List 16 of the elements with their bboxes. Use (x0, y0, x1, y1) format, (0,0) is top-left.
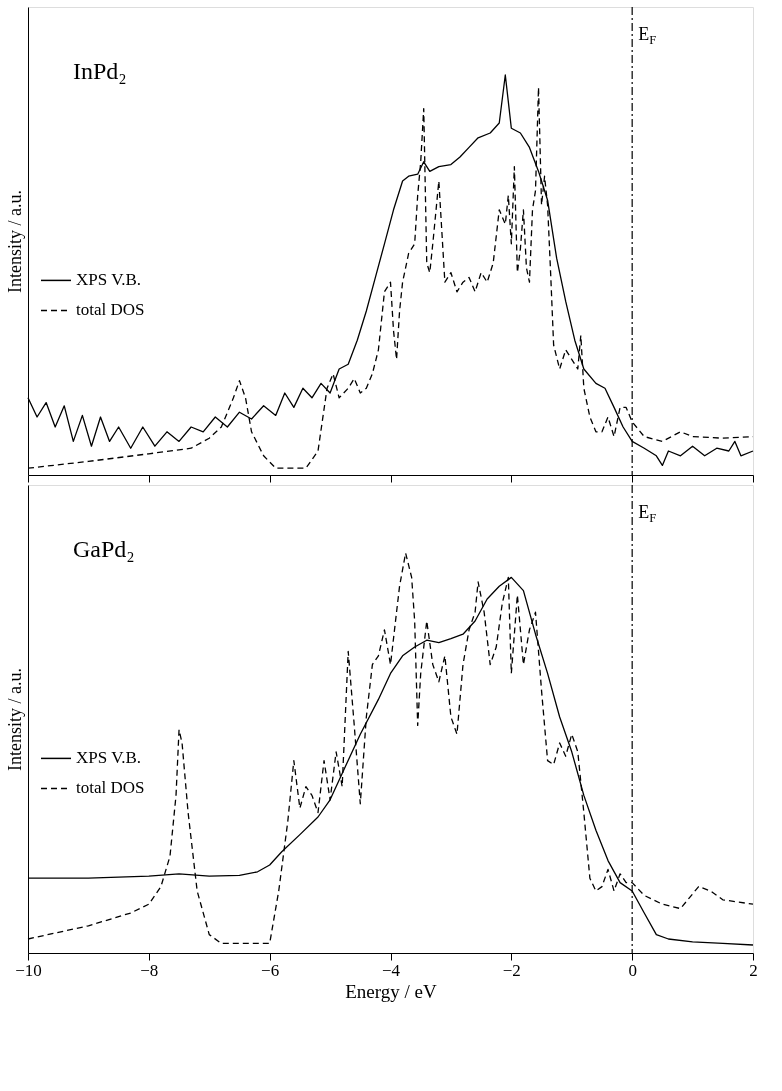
x-axis-title: Energy / eV (345, 980, 437, 1002)
x-tick-label: −6 (261, 960, 280, 980)
legend-label: XPS V.B. (76, 270, 142, 290)
y-axis-title: Intensity / a.u. (4, 668, 25, 771)
legend-label: total DOS (76, 300, 145, 320)
x-tick-label: 2 (749, 960, 758, 980)
x-tick-label: −2 (502, 960, 521, 980)
x-tick-label: −4 (381, 960, 401, 980)
legend-label: total DOS (76, 778, 145, 798)
y-axis-title: Intensity / a.u. (4, 190, 25, 293)
annotation: GaPd₂ (73, 536, 135, 562)
x-tick-label: −10 (15, 960, 42, 980)
annotation: InPd₂ (73, 58, 127, 84)
legend-label: XPS V.B. (76, 748, 142, 768)
x-tick-label: −8 (140, 960, 159, 980)
x-tick-label: 0 (628, 960, 637, 980)
